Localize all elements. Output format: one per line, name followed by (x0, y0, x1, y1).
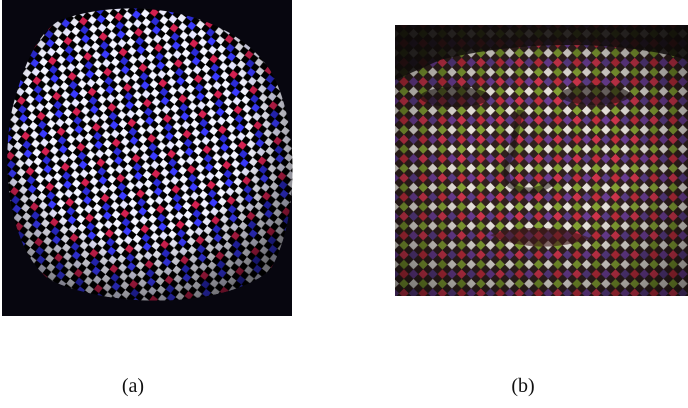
panel-label: (a) (122, 375, 144, 397)
panel-b-image (395, 25, 688, 296)
panel-label: (b) (511, 375, 534, 397)
figure: (a) (b) (0, 0, 688, 408)
panel-a-image (2, 0, 293, 316)
page: {"panels": [{"label": "(a)"}, {"label": … (0, 0, 688, 408)
